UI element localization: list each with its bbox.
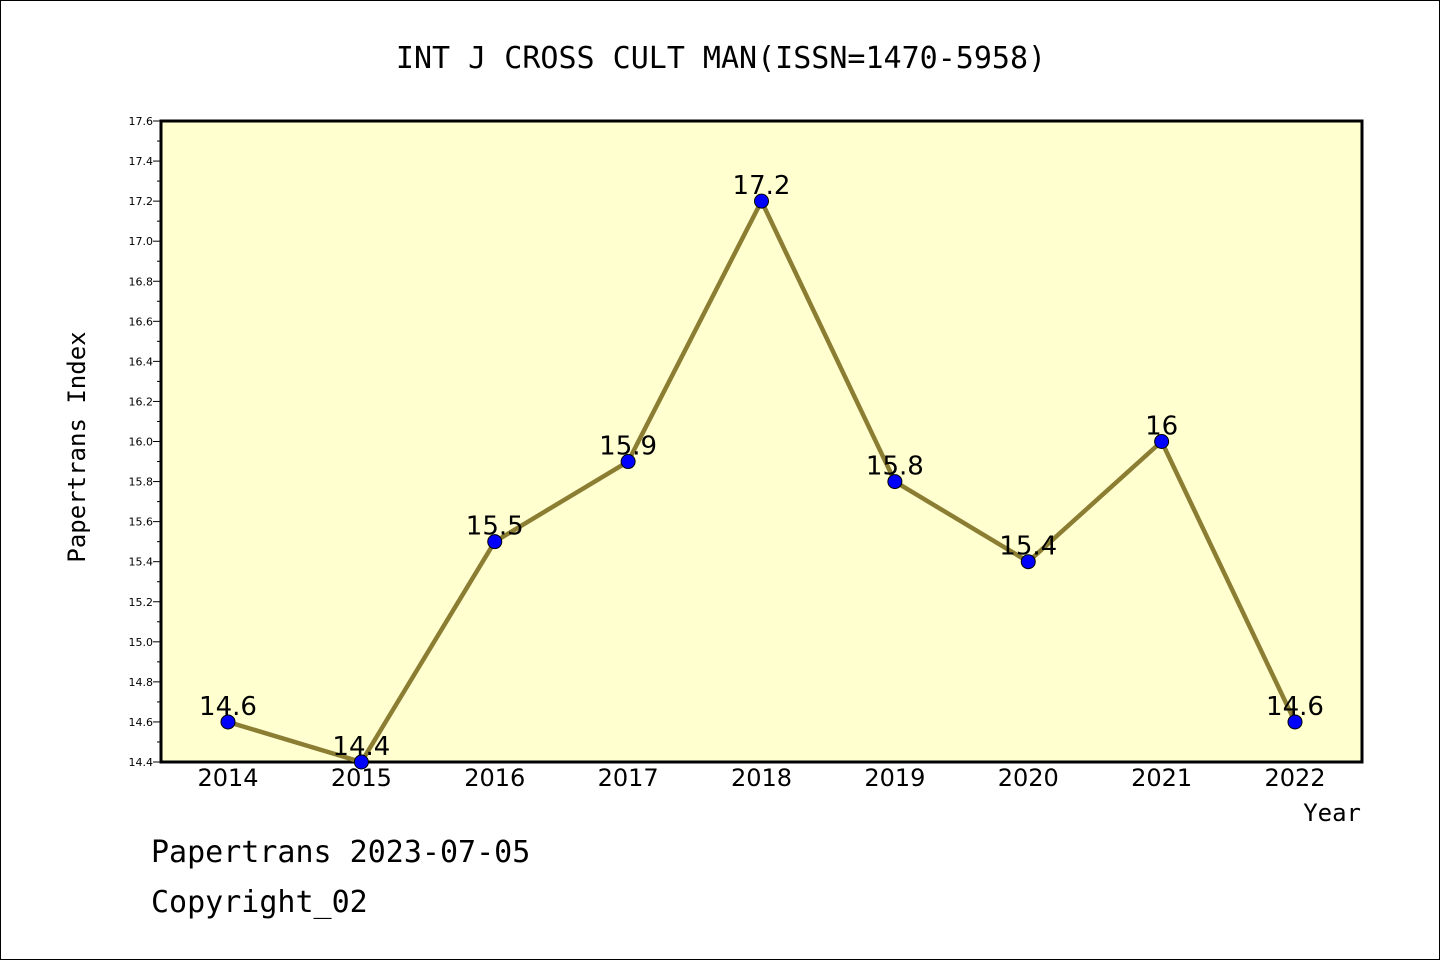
y-tick-label: 15.2 <box>129 596 154 609</box>
x-axis-label: Year <box>1303 799 1361 827</box>
series-layer <box>220 193 1303 770</box>
y-tick-label: 16.2 <box>129 395 154 408</box>
y-tick-label: 16.6 <box>129 315 154 328</box>
data-label: 15.4 <box>999 532 1057 562</box>
data-label: 15.8 <box>866 452 924 482</box>
footer-copyright-text: Copyright_02 <box>151 885 368 920</box>
data-label: 14.4 <box>332 732 390 762</box>
x-tick-label: 2016 <box>464 764 525 792</box>
data-label: 15.9 <box>599 432 657 462</box>
y-tick-label: 16.4 <box>129 355 154 368</box>
y-tick-label: 14.6 <box>129 716 154 729</box>
data-labels-layer: 14.6 14.4 15.5 15.9 17.2 15.8 15.4 16 14.6 <box>199 171 1324 762</box>
x-tick-label: 2014 <box>197 764 258 792</box>
y-axis-label: Papertrans Index <box>63 331 91 562</box>
y-tick-label: 14.4 <box>129 756 154 769</box>
y-tick-label: 17.4 <box>129 155 154 168</box>
x-tick-label: 2019 <box>864 764 925 792</box>
data-point-marker <box>1287 714 1303 730</box>
data-label: 15.5 <box>466 512 524 542</box>
y-tick-label: 16.8 <box>129 275 154 288</box>
y-tick-label: 15.8 <box>129 476 154 489</box>
data-point-marker <box>353 754 369 770</box>
plot-area <box>159 119 1364 764</box>
y-tick-label: 15.4 <box>129 556 154 569</box>
data-point-marker <box>220 714 236 730</box>
x-tick-label: 2018 <box>731 764 792 792</box>
x-tick-label: 2017 <box>598 764 659 792</box>
y-tick-label: 17.6 <box>129 115 154 128</box>
data-label: 16 <box>1145 412 1178 442</box>
y-tick-label: 14.8 <box>129 676 154 689</box>
y-tick-label: 17.2 <box>129 195 154 208</box>
y-tick-label: 16.0 <box>129 436 154 449</box>
y-tick-label: 15.0 <box>129 636 154 649</box>
data-label: 17.2 <box>733 171 791 201</box>
chart-title: INT J CROSS CULT MAN(ISSN=1470-5958) <box>396 41 1046 76</box>
data-point-marker <box>754 193 769 209</box>
data-label: 14.6 <box>199 692 257 722</box>
y-tick-label: 15.6 <box>129 516 154 529</box>
x-axis-ticks: 2014 2015 2016 2017 2018 2019 2020 2021 2022 <box>197 764 1325 792</box>
data-point-marker <box>1154 434 1170 449</box>
data-point-marker <box>1020 554 1036 570</box>
y-tick-label: 17.0 <box>129 235 154 248</box>
data-point-marker <box>620 454 636 470</box>
data-point-marker <box>487 534 503 550</box>
x-tick-label: 2022 <box>1264 764 1325 792</box>
y-axis-ticks: 14.4 14.6 14.8 15.0 15.2 15.4 15.6 15.8 16.0 16.2… <box>129 115 161 769</box>
x-tick-label: 2021 <box>1131 764 1192 792</box>
x-tick-label: 2020 <box>998 764 1059 792</box>
footer-date-text: Papertrans 2023-07-05 <box>151 835 531 870</box>
data-point-marker <box>887 474 903 490</box>
data-label: 14.6 <box>1266 692 1324 722</box>
